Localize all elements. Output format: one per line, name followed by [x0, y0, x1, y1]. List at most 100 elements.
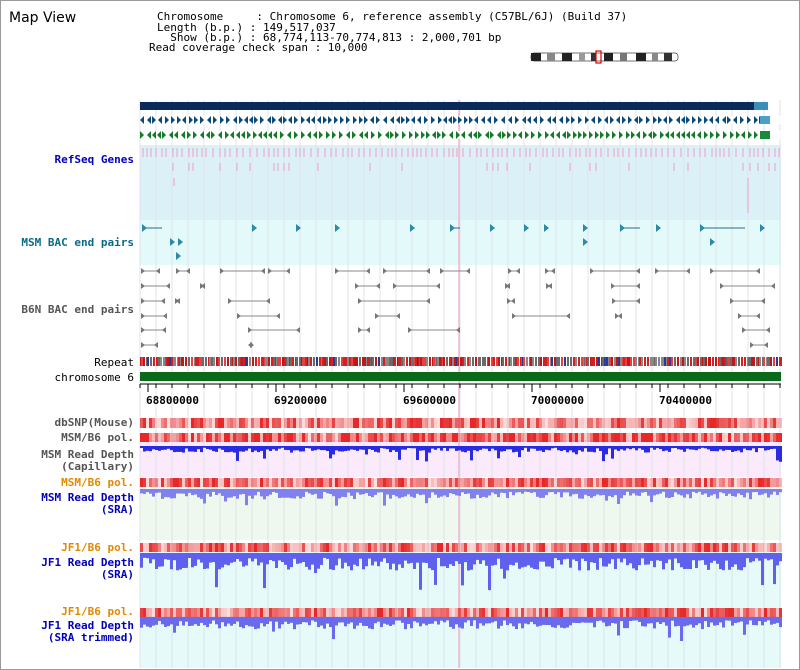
- depth-bar: [206, 553, 209, 569]
- jf1-read-depth-sra-label[interactable]: JF1 Read Depth (SRA): [41, 556, 134, 581]
- heat-cell: [314, 418, 317, 428]
- heat-cell: [221, 608, 224, 617]
- heat-cell: [719, 608, 722, 617]
- depth-bar: [773, 489, 776, 492]
- depth-bar: [578, 446, 581, 451]
- heat-cell: [719, 418, 722, 428]
- msm-bac-end-pairs-label[interactable]: MSM BAC end pairs: [21, 236, 134, 249]
- heat-cell: [281, 608, 284, 617]
- msm-read-depth-sra-label[interactable]: MSM Read Depth (SRA): [41, 491, 134, 516]
- heat-cell: [344, 418, 347, 428]
- depth-bar: [770, 446, 773, 449]
- depth-bar: [353, 489, 356, 499]
- heat-cell: [710, 608, 713, 617]
- repeat-element: [449, 357, 451, 366]
- depth-bar: [263, 617, 266, 627]
- gene-arrow: [158, 116, 162, 124]
- heat-cell: [767, 478, 770, 487]
- heat-cell: [389, 543, 392, 552]
- heat-cell: [566, 608, 569, 617]
- msm-b6-pol-sra-label[interactable]: MSM/B6 pol.: [61, 476, 134, 489]
- heat-cell: [719, 433, 722, 442]
- bac-end-marker: [512, 313, 516, 319]
- heat-cell: [521, 418, 524, 428]
- gene-arrow: [187, 131, 191, 139]
- heat-cell: [707, 543, 710, 552]
- heat-cell: [695, 608, 698, 617]
- depth-bar: [701, 489, 704, 495]
- depth-bar: [668, 617, 671, 638]
- heat-cell: [584, 608, 587, 617]
- heat-cell: [242, 433, 245, 442]
- depth-bar: [176, 617, 179, 626]
- gene-arrow: [634, 116, 638, 124]
- heat-cell: [221, 543, 224, 552]
- heat-cell: [239, 543, 242, 552]
- depth-bar: [446, 617, 449, 621]
- depth-bar: [353, 553, 356, 565]
- repeat-element: [381, 357, 383, 366]
- repeat-element: [246, 357, 248, 366]
- heat-cell: [263, 433, 266, 442]
- heat-cell: [317, 478, 320, 487]
- heat-cell: [644, 478, 647, 487]
- refseq-genes-label[interactable]: RefSeq Genes: [54, 153, 134, 166]
- heat-cell: [335, 478, 338, 487]
- depth-bar: [314, 553, 317, 573]
- gene-row-end: [760, 131, 770, 139]
- jf1-b6-pol-label[interactable]: JF1/B6 pol.: [61, 541, 134, 554]
- depth-bar: [635, 617, 638, 621]
- bac-end-marker: [201, 283, 205, 289]
- heat-cell: [422, 418, 425, 428]
- repeat-element: [169, 357, 171, 366]
- jf1-b6-pol-trimmed-label[interactable]: JF1/B6 pol.: [61, 605, 134, 618]
- depth-bar: [596, 489, 599, 495]
- heat-cell: [272, 543, 275, 552]
- depth-bar: [626, 446, 629, 449]
- heat-cell: [326, 608, 329, 617]
- heat-cell: [311, 608, 314, 617]
- heat-cell: [557, 543, 560, 552]
- msm-read-depth-capillary-label[interactable]: MSM Read Depth (Capillary): [41, 448, 134, 473]
- heat-cell: [167, 433, 170, 442]
- heat-cell: [665, 608, 668, 617]
- heat-cell: [725, 543, 728, 552]
- depth-bar: [494, 446, 497, 451]
- heat-cell: [209, 433, 212, 442]
- gene-arrow: [174, 131, 178, 139]
- jf1-read-depth-trimmed-label[interactable]: JF1 Read Depth (SRA trimmed): [41, 619, 134, 644]
- heat-cell: [317, 433, 320, 442]
- heat-cell: [758, 433, 761, 442]
- repeat-element: [385, 357, 387, 366]
- repeat-element: [143, 357, 145, 366]
- repeat-element: [316, 357, 318, 366]
- heat-cell: [173, 543, 176, 552]
- depth-bar: [767, 553, 770, 561]
- gene-arrow: [533, 116, 537, 124]
- msm-b6-pol-label[interactable]: MSM/B6 pol.: [61, 431, 134, 444]
- heat-cell: [425, 543, 428, 552]
- heat-cell: [617, 433, 620, 442]
- depth-bar: [767, 489, 770, 498]
- gene-arrow: [411, 116, 415, 124]
- heat-cell: [716, 433, 719, 442]
- heat-cell: [317, 418, 320, 428]
- heat-cell: [776, 433, 779, 442]
- heat-cell: [716, 543, 719, 552]
- dbsnp-mouse-label[interactable]: dbSNP(Mouse): [54, 416, 134, 429]
- b6n-bac-end-pairs-label[interactable]: B6N BAC end pairs: [21, 303, 134, 316]
- heat-cell: [428, 608, 431, 617]
- depth-bar: [776, 617, 779, 623]
- heat-cell: [194, 433, 197, 442]
- heat-cell: [470, 543, 473, 552]
- gene-arrow: [177, 116, 181, 124]
- depth-bar: [710, 617, 713, 623]
- heat-cell: [356, 478, 359, 487]
- depth-bar: [218, 553, 221, 570]
- depth-bar: [173, 617, 176, 633]
- depth-bar: [572, 446, 575, 453]
- depth-bar: [752, 446, 755, 449]
- bac-end-marker: [383, 268, 387, 274]
- depth-bar: [722, 617, 725, 628]
